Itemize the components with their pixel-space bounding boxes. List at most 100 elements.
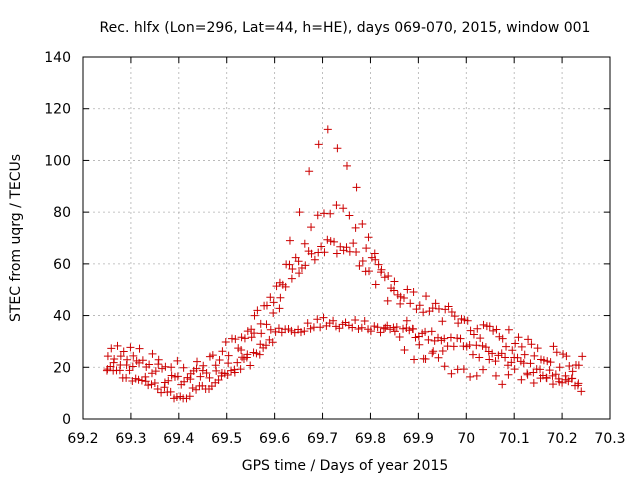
data-point bbox=[440, 362, 449, 371]
data-point bbox=[317, 242, 326, 251]
data-point bbox=[166, 387, 175, 396]
data-point bbox=[446, 333, 455, 342]
data-point bbox=[173, 372, 182, 381]
data-point bbox=[342, 161, 351, 170]
data-point bbox=[271, 327, 280, 336]
data-point bbox=[371, 280, 380, 289]
data-point bbox=[345, 211, 354, 220]
data-point bbox=[246, 361, 255, 370]
data-point bbox=[272, 282, 281, 291]
data-point bbox=[374, 260, 383, 269]
data-point bbox=[390, 327, 399, 336]
data-point bbox=[450, 312, 459, 321]
data-point bbox=[434, 353, 443, 362]
data-point bbox=[342, 243, 351, 252]
data-point bbox=[365, 267, 374, 276]
data-point bbox=[427, 327, 436, 336]
data-point bbox=[409, 325, 418, 334]
data-point bbox=[364, 233, 373, 242]
chart-title: Rec. hlfx (Lon=296, Lat=44, h=HE), days … bbox=[100, 20, 591, 36]
data-point bbox=[164, 376, 173, 385]
data-point bbox=[215, 356, 224, 365]
data-point bbox=[269, 298, 278, 307]
data-point bbox=[491, 357, 500, 366]
x-tick-label: 69.9 bbox=[403, 431, 434, 447]
data-point bbox=[460, 315, 469, 324]
data-point bbox=[157, 388, 166, 397]
data-point bbox=[434, 304, 443, 313]
data-point bbox=[542, 374, 551, 383]
data-point bbox=[172, 393, 181, 402]
data-point bbox=[352, 183, 361, 192]
data-point bbox=[137, 376, 146, 385]
data-point bbox=[288, 265, 297, 274]
data-point bbox=[320, 248, 329, 257]
data-point bbox=[211, 361, 220, 370]
data-point bbox=[103, 352, 112, 361]
data-point bbox=[449, 342, 458, 351]
data-point bbox=[352, 247, 361, 256]
data-point bbox=[147, 380, 156, 389]
data-point bbox=[262, 301, 271, 310]
data-point bbox=[555, 363, 564, 372]
y-tick-label: 140 bbox=[44, 50, 71, 66]
data-point bbox=[116, 352, 125, 361]
data-point bbox=[484, 347, 493, 356]
data-point bbox=[148, 349, 157, 358]
data-point bbox=[287, 326, 296, 335]
data-point bbox=[336, 242, 345, 251]
data-point bbox=[415, 340, 424, 349]
data-point bbox=[384, 272, 393, 281]
data-point bbox=[316, 323, 325, 332]
data-point bbox=[447, 369, 456, 378]
data-point bbox=[410, 355, 419, 364]
data-point bbox=[295, 208, 304, 217]
data-point bbox=[510, 365, 519, 374]
data-point bbox=[508, 346, 517, 355]
data-point bbox=[303, 319, 312, 328]
data-point bbox=[160, 378, 169, 387]
data-point bbox=[281, 282, 290, 291]
data-point bbox=[380, 273, 389, 282]
data-point bbox=[129, 351, 138, 360]
data-point bbox=[310, 255, 319, 264]
y-tick-label: 60 bbox=[53, 257, 71, 273]
data-point bbox=[491, 371, 500, 380]
data-point bbox=[319, 313, 328, 322]
data-point bbox=[447, 307, 456, 316]
data-point bbox=[399, 293, 408, 302]
data-point bbox=[562, 352, 571, 361]
x-tick-label: 69.6 bbox=[259, 431, 290, 447]
x-tick-label: 69.2 bbox=[67, 431, 98, 447]
data-point bbox=[453, 334, 462, 343]
data-point bbox=[193, 357, 202, 366]
data-point bbox=[543, 357, 552, 366]
data-point bbox=[262, 341, 271, 350]
data-point bbox=[529, 368, 538, 377]
data-point bbox=[406, 299, 415, 308]
data-point bbox=[207, 382, 216, 391]
y-tick-label: 40 bbox=[53, 309, 71, 325]
data-point bbox=[307, 223, 316, 232]
grid bbox=[83, 57, 610, 419]
data-point bbox=[559, 350, 568, 359]
data-point bbox=[498, 380, 507, 389]
data-point bbox=[403, 285, 412, 294]
data-point bbox=[151, 367, 160, 376]
data-point bbox=[517, 375, 526, 384]
data-point bbox=[545, 366, 554, 375]
data-point bbox=[494, 351, 503, 360]
data-point bbox=[351, 315, 360, 324]
data-point bbox=[357, 323, 366, 332]
data-point bbox=[459, 365, 468, 374]
data-point bbox=[349, 239, 358, 248]
data-point bbox=[395, 333, 404, 342]
data-point bbox=[179, 363, 188, 372]
data-point bbox=[390, 277, 399, 286]
data-point bbox=[113, 341, 122, 350]
data-point bbox=[145, 360, 154, 369]
data-point bbox=[485, 322, 494, 331]
data-point bbox=[456, 334, 465, 343]
data-point bbox=[376, 268, 385, 277]
